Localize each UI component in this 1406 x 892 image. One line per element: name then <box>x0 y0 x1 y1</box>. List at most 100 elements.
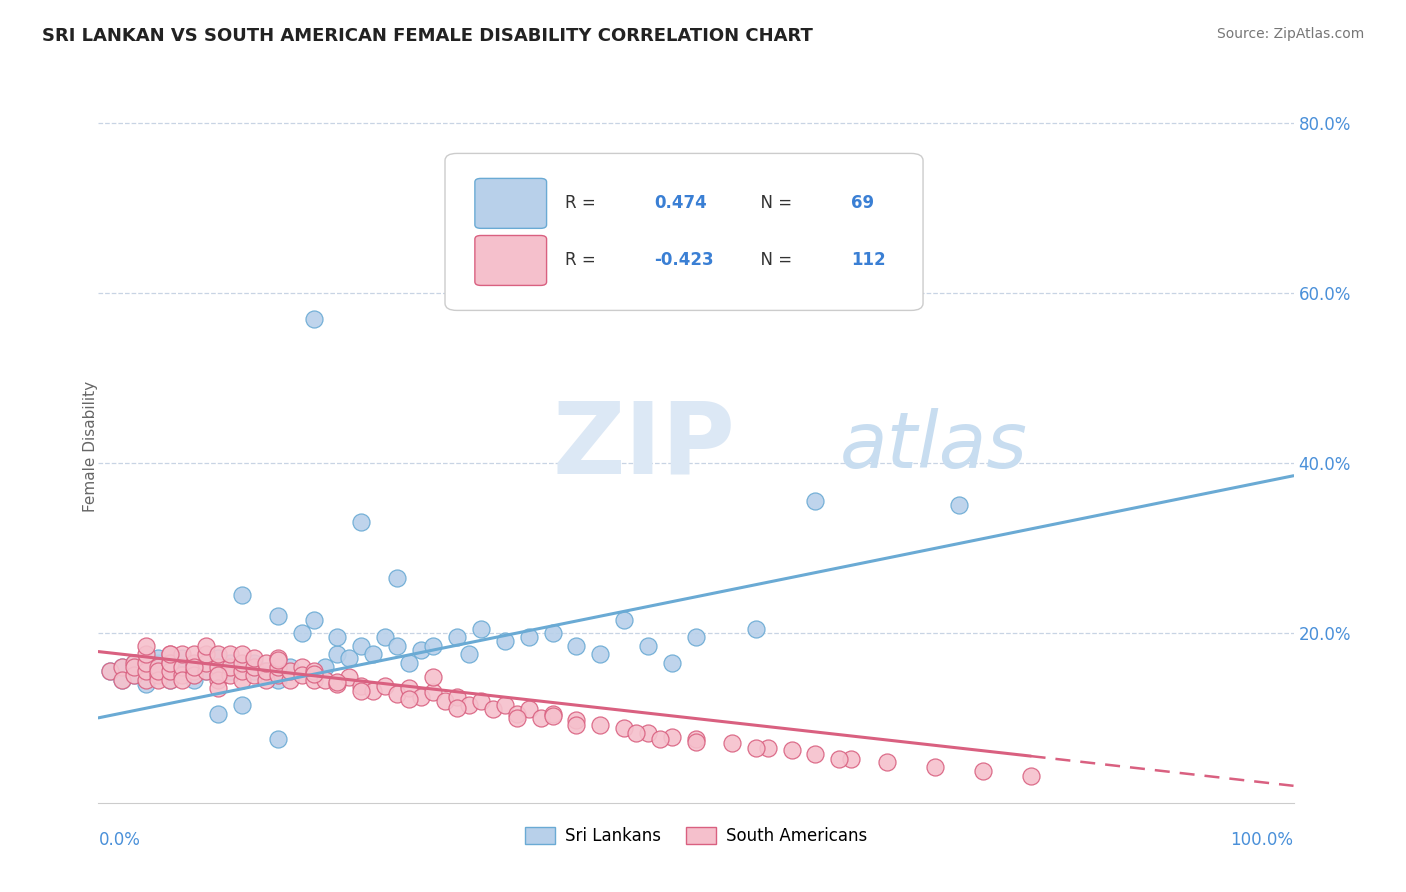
Point <box>243 668 266 682</box>
Point <box>159 664 181 678</box>
Point <box>254 664 277 678</box>
Point <box>159 673 181 687</box>
Point <box>267 660 290 674</box>
Point <box>685 732 707 747</box>
Point <box>422 639 444 653</box>
Point <box>745 622 768 636</box>
Point <box>267 651 290 665</box>
Point <box>207 668 229 682</box>
Point <box>111 673 134 687</box>
Point <box>745 740 768 755</box>
Point <box>219 647 242 661</box>
Point <box>613 613 636 627</box>
Point <box>207 668 229 682</box>
Text: R =: R = <box>565 194 606 212</box>
Point <box>876 755 898 769</box>
Point <box>159 660 181 674</box>
Point <box>124 656 146 670</box>
Point <box>267 608 290 623</box>
Point <box>254 668 277 682</box>
Point <box>363 683 385 698</box>
Point <box>661 730 683 744</box>
Text: 69: 69 <box>852 194 875 212</box>
Point <box>172 673 194 687</box>
Point <box>278 664 301 678</box>
Point <box>98 664 122 678</box>
Point <box>302 664 325 678</box>
Point <box>148 673 170 687</box>
Point <box>183 664 205 678</box>
Point <box>183 660 205 674</box>
Point <box>207 668 229 682</box>
Point <box>207 681 229 695</box>
Y-axis label: Female Disability: Female Disability <box>83 380 97 512</box>
Point <box>219 664 242 678</box>
Point <box>374 679 396 693</box>
Point <box>422 670 444 684</box>
Point <box>267 668 290 682</box>
Point <box>326 630 349 644</box>
Point <box>111 660 134 674</box>
Point <box>804 747 827 761</box>
Point <box>148 651 170 665</box>
Point <box>243 664 266 678</box>
Point <box>124 660 146 674</box>
Point <box>637 639 659 653</box>
Point <box>565 717 588 731</box>
Point <box>326 647 349 661</box>
Point <box>637 726 659 740</box>
Point <box>219 668 242 682</box>
Point <box>470 694 492 708</box>
Point <box>172 656 194 670</box>
Point <box>231 673 253 687</box>
Point <box>148 664 170 678</box>
Point <box>685 734 707 748</box>
Point <box>267 732 290 747</box>
Point <box>494 698 516 712</box>
Text: ZIP: ZIP <box>553 398 735 494</box>
Point <box>506 711 529 725</box>
Point <box>172 647 194 661</box>
Point <box>291 668 314 682</box>
Point <box>124 668 146 682</box>
Point <box>517 630 540 644</box>
Text: 0.0%: 0.0% <box>98 831 141 849</box>
Point <box>195 664 218 678</box>
Text: 0.474: 0.474 <box>654 194 707 212</box>
Point <box>254 656 277 670</box>
Point <box>231 660 253 674</box>
Point <box>541 626 564 640</box>
Point <box>326 675 349 690</box>
Point <box>183 660 205 674</box>
Point <box>172 668 194 682</box>
Point <box>159 656 181 670</box>
Point <box>135 639 157 653</box>
Point <box>219 660 242 674</box>
Point <box>291 626 314 640</box>
Text: Source: ZipAtlas.com: Source: ZipAtlas.com <box>1216 27 1364 41</box>
Point <box>924 760 946 774</box>
Text: 112: 112 <box>852 252 886 269</box>
Point <box>661 656 683 670</box>
Point <box>541 706 564 721</box>
Point <box>195 664 218 678</box>
Point <box>243 656 266 670</box>
Point <box>481 702 505 716</box>
Point <box>315 673 337 687</box>
Point <box>231 664 253 678</box>
Point <box>422 685 444 699</box>
Point <box>195 656 218 670</box>
Point <box>172 660 194 674</box>
Point <box>135 664 157 678</box>
Point <box>385 571 409 585</box>
Point <box>207 651 229 665</box>
Point <box>254 664 277 678</box>
Point <box>159 647 181 661</box>
Point <box>494 634 516 648</box>
Point <box>195 656 218 670</box>
Point <box>841 751 863 765</box>
Point <box>434 694 457 708</box>
Text: atlas: atlas <box>839 408 1028 484</box>
Point <box>339 651 361 665</box>
Point <box>183 673 205 687</box>
